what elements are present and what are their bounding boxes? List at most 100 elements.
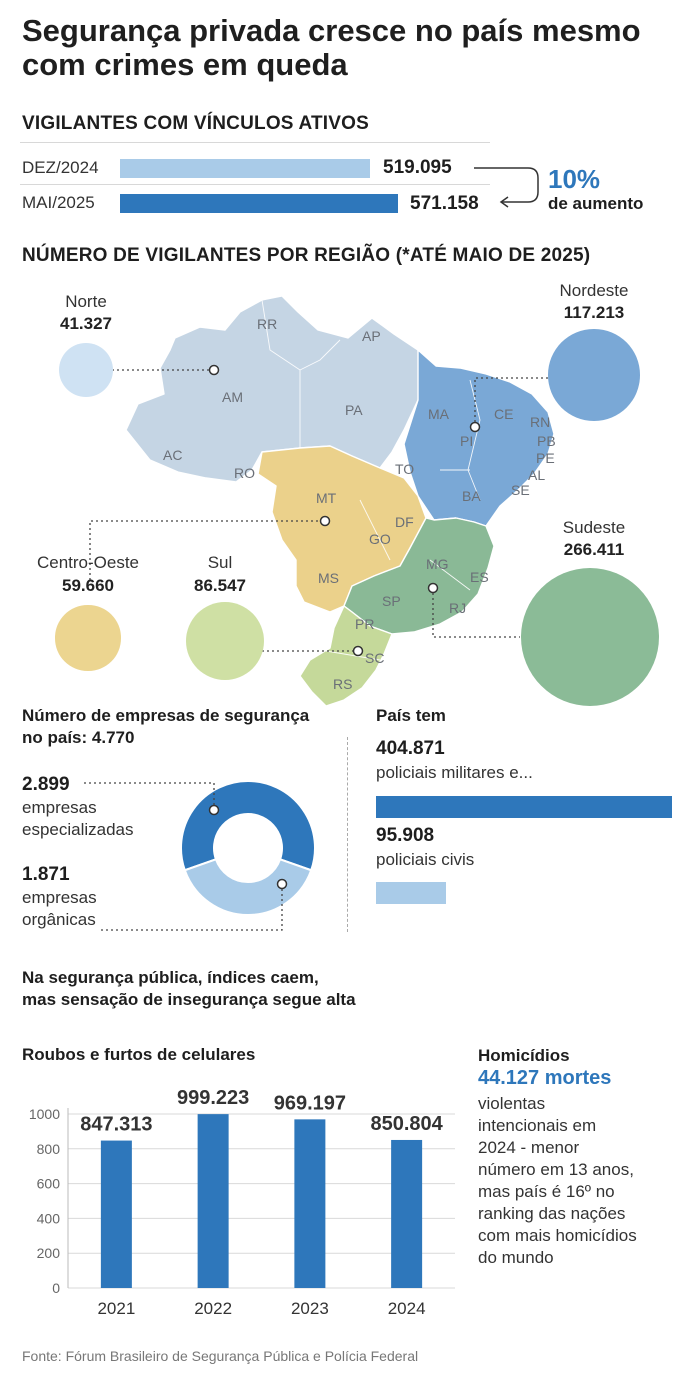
state-label: MT xyxy=(316,490,337,506)
homicidios-line: ranking das nações xyxy=(478,1204,626,1223)
increase-arrow-icon xyxy=(474,167,539,208)
divider xyxy=(20,142,490,143)
state-label: MG xyxy=(426,556,449,572)
homicidios-line: com mais homicídios xyxy=(478,1226,637,1245)
regions-heading: NÚMERO DE VIGILANTES POR REGIÃO (*ATÉ MA… xyxy=(22,245,591,266)
vig-value-dez: 519.095 xyxy=(383,157,452,178)
state-label: MS xyxy=(318,570,339,586)
region-value-norte: 41.327 xyxy=(60,314,112,333)
pc-label: policiais civis xyxy=(376,850,475,869)
region-sudeste-shape xyxy=(343,517,495,635)
homicidios-highlight: 44.127 mortes xyxy=(478,1067,612,1089)
state-label: PB xyxy=(537,433,556,449)
state-label: PE xyxy=(536,450,555,466)
pm-value: 404.871 xyxy=(376,738,445,759)
donut-leader-lines xyxy=(84,782,283,931)
homicidios-line: 2024 - menor xyxy=(478,1138,580,1157)
empresas-organicas-value: 1.871 xyxy=(22,864,70,885)
pm-label: policiais militares e... xyxy=(376,763,533,782)
donut-segment-organicas xyxy=(183,858,313,916)
state-label: SC xyxy=(365,650,385,666)
divider xyxy=(20,184,490,185)
bar-value-label: 969.197 xyxy=(274,1092,346,1114)
region-value-sul: 86.547 xyxy=(194,576,246,595)
seguranca-heading-line1: Na segurança pública, índices caem, xyxy=(22,968,319,987)
bubble-norte xyxy=(58,342,114,398)
homicidios-line: intencionais em xyxy=(478,1116,597,1135)
x-tick-label: 2021 xyxy=(97,1299,135,1318)
state-label: GO xyxy=(369,531,391,547)
state-label: AL xyxy=(528,467,546,483)
x-tick-label: 2023 xyxy=(291,1299,329,1318)
empresas-heading: Número de empresas de segurança no país:… xyxy=(22,706,310,747)
bubble-sudeste xyxy=(521,568,659,706)
region-name-nordeste: Nordeste xyxy=(559,281,629,300)
bar xyxy=(391,1139,423,1288)
state-label: SP xyxy=(382,593,401,609)
vigilantes-heading: VIGILANTES COM VÍNCULOS ATIVOS xyxy=(22,113,369,134)
bubble-centro-oeste xyxy=(55,605,121,671)
bar xyxy=(294,1119,326,1288)
vig-value-mai: 571.158 xyxy=(410,193,479,214)
state-label: RJ xyxy=(449,600,467,616)
homicidios-line: número em 13 anos, xyxy=(478,1160,634,1179)
pc-bar xyxy=(376,882,446,904)
state-label: CE xyxy=(494,406,514,422)
source-note: Fonte: Fórum Brasileiro de Segurança Púb… xyxy=(22,1348,419,1364)
celulares-bar-chart: 0 200 400 600 800 1000 847.313 2021 999.223 2022 9… xyxy=(29,1087,455,1318)
x-tick-label: 2024 xyxy=(388,1299,426,1318)
empresas-organicas-label2: orgânicas xyxy=(22,910,96,929)
y-tick-label: 1000 xyxy=(29,1106,60,1122)
donut-marker xyxy=(208,804,220,816)
state-label: AM xyxy=(222,389,243,405)
state-label: DF xyxy=(395,514,414,530)
y-tick-label: 0 xyxy=(52,1280,60,1296)
state-label: AP xyxy=(362,328,381,344)
y-tick-label: 200 xyxy=(37,1245,61,1261)
region-name-norte: Norte xyxy=(65,292,107,311)
region-nordeste-shape xyxy=(403,349,555,527)
bar-value-label: 850.804 xyxy=(370,1113,443,1135)
empresas-especializadas-label2: especializadas xyxy=(22,820,134,839)
bar-value-label: 999.223 xyxy=(177,1087,249,1109)
page-title: Segurança privada cresce no país mesmo c… xyxy=(22,13,641,82)
state-label: BA xyxy=(462,488,481,504)
state-label: ES xyxy=(470,569,489,585)
region-sul-shape xyxy=(299,605,393,707)
section-divider xyxy=(347,737,348,932)
region-norte-shape xyxy=(125,295,433,483)
increase-pct: 10% xyxy=(548,164,601,194)
vig-bar-mai xyxy=(120,194,398,213)
donut-marker xyxy=(276,878,288,890)
bar xyxy=(100,1140,132,1288)
bubble-sul xyxy=(185,601,265,681)
region-value-sudeste: 266.411 xyxy=(563,540,625,559)
y-tick-label: 400 xyxy=(37,1210,61,1226)
region-value-nordeste: 117.213 xyxy=(563,303,625,322)
pc-value: 95.908 xyxy=(376,825,435,846)
homicidios-line: violentas xyxy=(478,1094,546,1113)
state-label: RN xyxy=(530,414,551,430)
state-label: RO xyxy=(234,465,255,481)
state-label: AC xyxy=(163,447,183,463)
state-label: RS xyxy=(333,676,353,692)
y-tick-label: 600 xyxy=(37,1176,61,1192)
empresas-organicas-label1: empresas xyxy=(22,888,97,907)
increase-label: de aumento xyxy=(548,194,644,213)
pm-bar xyxy=(376,796,672,818)
region-name-centro-oeste: Centro-Oeste xyxy=(36,553,140,572)
state-label: PI xyxy=(460,433,474,449)
vig-bar-dez xyxy=(120,159,370,178)
homicidios-line: do mundo xyxy=(478,1248,554,1267)
map-leader-lines xyxy=(89,364,548,657)
donut-segment-especializadas xyxy=(180,780,316,872)
state-label: MA xyxy=(428,406,449,422)
brazil-map xyxy=(125,295,555,707)
region-name-sudeste: Sudeste xyxy=(562,518,626,537)
homicidios-heading: Homicídios xyxy=(478,1046,570,1065)
vig-row-label-dez: DEZ/2024 xyxy=(22,158,99,177)
region-value-centro-oeste: 59.660 xyxy=(62,576,114,595)
bubble-nordeste xyxy=(548,329,640,421)
state-label: SE xyxy=(511,482,530,498)
vig-row-label-mai: MAI/2025 xyxy=(22,193,95,212)
